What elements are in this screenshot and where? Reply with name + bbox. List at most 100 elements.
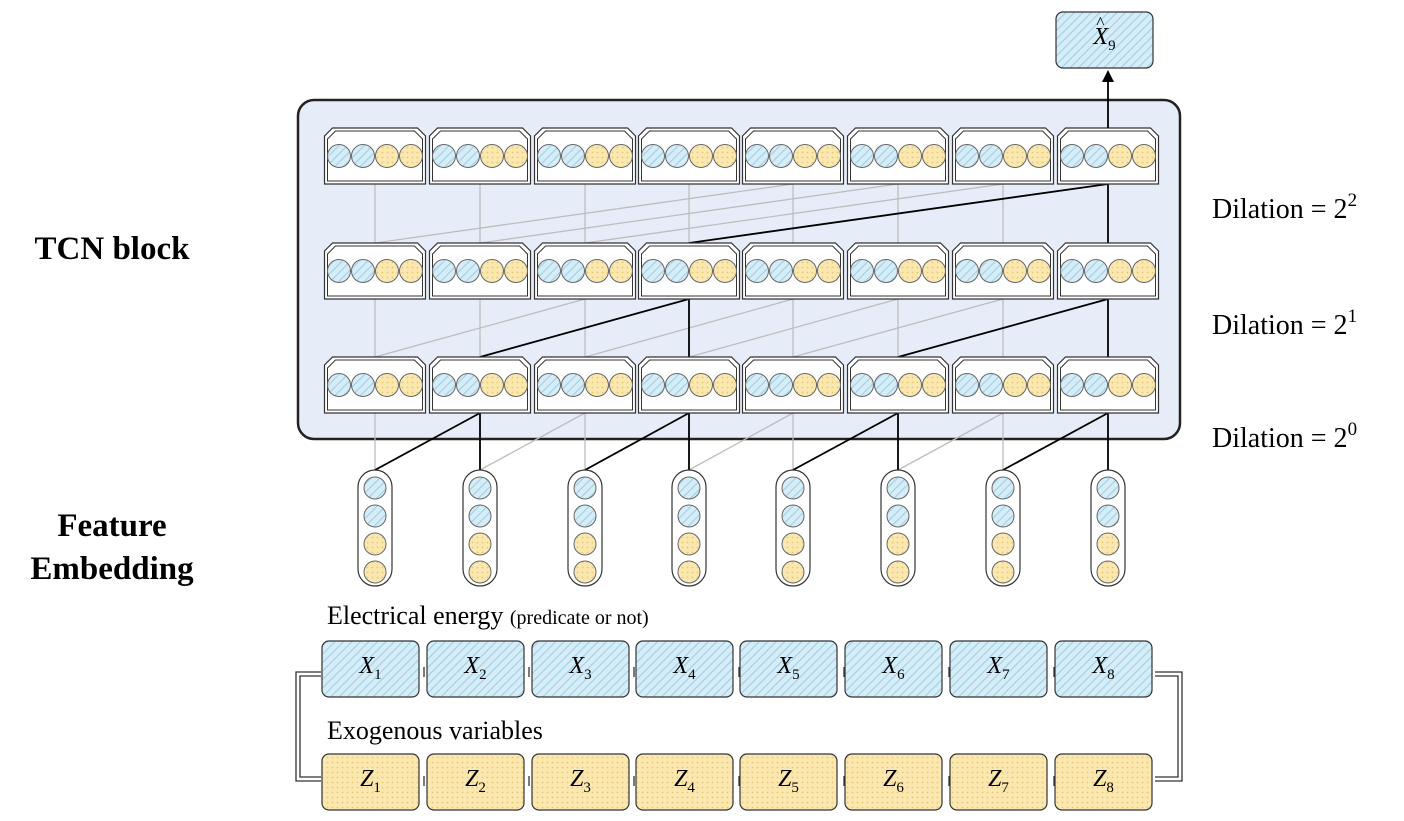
yellow-unit [585, 144, 609, 168]
x-input-label: X1 [359, 653, 382, 683]
blue-unit [641, 259, 665, 283]
blue-unit [432, 144, 456, 168]
yellow-unit [1096, 560, 1120, 584]
blue-unit [979, 373, 1003, 397]
z-input-box [844, 753, 943, 811]
feature-label-line1: Feature [57, 508, 167, 544]
blue-unit [537, 259, 561, 283]
blue-unit [456, 144, 480, 168]
blue-unit [886, 504, 910, 528]
yellow-unit [922, 144, 946, 168]
electrical-energy-label: Electrical energy (predicate or not) [327, 601, 649, 630]
feature-embedding-column [985, 469, 1021, 587]
edge-l1-to-l2 [688, 298, 899, 358]
yellow-unit [1096, 532, 1120, 556]
blue-unit [850, 259, 874, 283]
yellow-unit [886, 560, 910, 584]
feature-embedding-column [1090, 469, 1126, 587]
blue-unit [561, 144, 585, 168]
blue-unit [537, 373, 561, 397]
tcn-node [951, 356, 1055, 414]
tcn-node [533, 356, 637, 414]
tcn-node [846, 242, 950, 300]
blue-unit [1084, 259, 1108, 283]
blue-unit [456, 373, 480, 397]
blue-unit [955, 259, 979, 283]
feature-embedding-column [357, 469, 393, 587]
blue-unit [677, 476, 701, 500]
blue-unit [874, 259, 898, 283]
blue-unit [468, 476, 492, 500]
edge-embed-to-l1 [1002, 412, 1109, 471]
z-input-label: Z7 [988, 766, 1009, 796]
yellow-unit [504, 373, 528, 397]
yellow-unit [609, 373, 633, 397]
yellow-unit [677, 532, 701, 556]
yellow-unit [363, 532, 387, 556]
loop-connector [295, 667, 1183, 786]
z-input-box [635, 753, 734, 811]
x-input-box [426, 640, 525, 698]
edge-embed-to-l1 [897, 412, 1004, 471]
blue-unit [432, 259, 456, 283]
blue-unit [432, 373, 456, 397]
tcn-block-label: TCN block [34, 231, 190, 267]
blue-unit [979, 144, 1003, 168]
exogenous-label: Exogenous variables [327, 716, 543, 745]
feature-embedding-column [671, 469, 707, 587]
yellow-unit [399, 259, 423, 283]
blue-unit [991, 504, 1015, 528]
blue-unit [573, 476, 597, 500]
yellow-unit [793, 373, 817, 397]
edge-l1-to-l2 [897, 298, 1109, 358]
tcn-node [428, 127, 532, 185]
blue-unit [363, 504, 387, 528]
yellow-unit [713, 373, 737, 397]
yellow-unit [375, 144, 399, 168]
blue-unit [537, 144, 561, 168]
yellow-unit [363, 560, 387, 584]
blue-unit [850, 144, 874, 168]
blue-unit [1084, 373, 1108, 397]
z-input-box [531, 753, 630, 811]
edge-l1-to-l2 [479, 298, 690, 358]
feature-embedding-column [462, 469, 498, 587]
yellow-unit [677, 560, 701, 584]
yellow-unit [1132, 373, 1156, 397]
tcn-node [1056, 127, 1160, 185]
yellow-unit [1132, 144, 1156, 168]
yellow-unit [585, 373, 609, 397]
blue-unit [363, 476, 387, 500]
yellow-unit [480, 259, 504, 283]
blue-unit [1060, 259, 1084, 283]
tcn-node [428, 242, 532, 300]
yellow-unit [898, 373, 922, 397]
edge-embed-to-l1 [688, 412, 794, 471]
blue-unit [327, 259, 351, 283]
z-input-box [426, 753, 525, 811]
blue-unit [665, 259, 689, 283]
yellow-unit [399, 144, 423, 168]
yellow-unit [689, 259, 713, 283]
tcn-node [533, 127, 637, 185]
yellow-unit [1132, 259, 1156, 283]
blue-unit [955, 373, 979, 397]
yellow-unit [504, 259, 528, 283]
x-input-box [321, 640, 420, 698]
blue-unit [1060, 144, 1084, 168]
yellow-unit [573, 532, 597, 556]
yellow-unit [817, 144, 841, 168]
yellow-unit [886, 532, 910, 556]
blue-unit [561, 259, 585, 283]
x-input-box [635, 640, 734, 698]
x-input-label: X8 [1092, 653, 1115, 683]
z-input-box [321, 753, 420, 811]
tcn-node [1056, 356, 1160, 414]
yellow-unit [922, 373, 946, 397]
yellow-unit [468, 560, 492, 584]
tcn-node [637, 356, 741, 414]
edge-l2-to-l3 [584, 183, 1004, 244]
blue-unit [641, 373, 665, 397]
blue-unit [665, 144, 689, 168]
tcn-node [951, 127, 1055, 185]
